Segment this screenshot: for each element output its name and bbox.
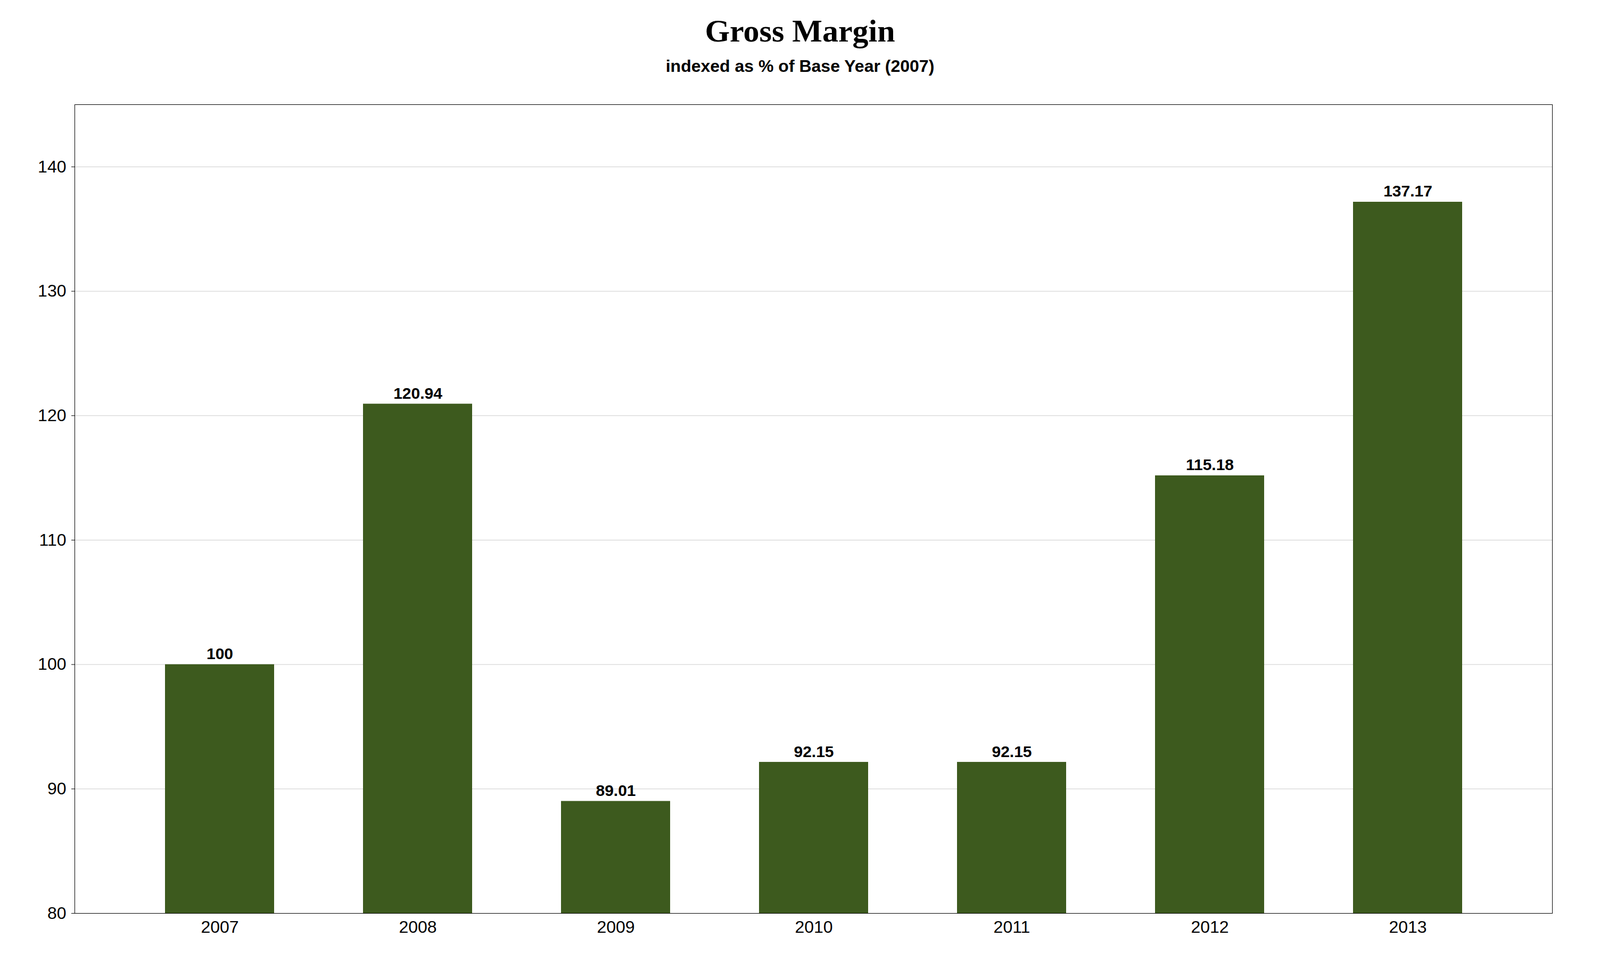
svg-text:89.01: 89.01 <box>595 781 636 799</box>
svg-text:2009: 2009 <box>596 917 635 937</box>
svg-text:130: 130 <box>37 281 67 301</box>
svg-text:2012: 2012 <box>1190 917 1229 937</box>
svg-text:110: 110 <box>38 530 67 550</box>
svg-text:2013: 2013 <box>1388 917 1427 937</box>
svg-text:137.17: 137.17 <box>1383 182 1433 200</box>
svg-text:100: 100 <box>206 644 234 663</box>
svg-text:115.18: 115.18 <box>1185 455 1234 474</box>
svg-text:2010: 2010 <box>794 917 833 937</box>
svg-text:2011: 2011 <box>993 917 1031 937</box>
svg-text:100: 100 <box>37 654 67 674</box>
svg-text:92.15: 92.15 <box>793 742 834 761</box>
svg-text:2008: 2008 <box>398 917 437 937</box>
svg-text:90: 90 <box>47 778 67 798</box>
svg-text:120.94: 120.94 <box>393 384 443 402</box>
html-text:Gross Margin: Gross Margin <box>704 13 896 49</box>
svg-text:140: 140 <box>37 157 67 177</box>
svg-text:92.15: 92.15 <box>991 742 1032 761</box>
svg-text:2007: 2007 <box>200 917 239 937</box>
html-text:indexed as % of Base Year (200: indexed as % of Base Year (2007) <box>665 56 935 76</box>
svg-text:80: 80 <box>47 903 67 923</box>
svg-text:120: 120 <box>37 405 67 425</box>
